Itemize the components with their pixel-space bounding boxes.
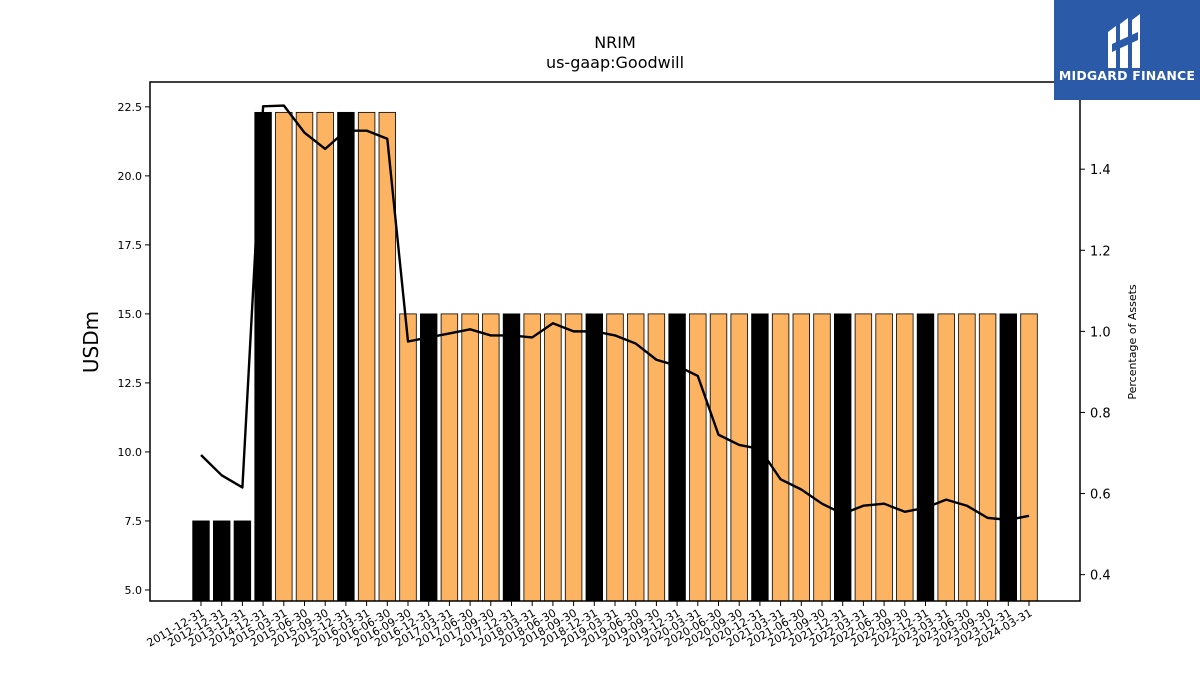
bar-2012-12-31 (212, 520, 231, 602)
bar-2024-03-31 (1020, 313, 1038, 602)
y2-tick-label-1.4: 1.4 (1090, 163, 1111, 178)
bar-2018-09-30 (564, 313, 583, 602)
bar-2015-12-31 (337, 111, 355, 602)
bar-2018-06-30 (544, 313, 562, 602)
bar-2023-09-30 (978, 313, 997, 602)
y2-tick-label-0.8: 0.8 (1090, 406, 1111, 421)
bar-2022-12-31 (916, 313, 935, 602)
bar-2017-03-31 (440, 313, 459, 602)
bar-2018-03-31 (523, 313, 541, 602)
bar-2020-06-30 (709, 313, 728, 602)
bar-2019-12-31 (668, 313, 686, 602)
bar-2021-12-31 (834, 313, 852, 602)
plot-area: 2011-12-312012-12-312013-12-312014-12-31… (118, 101, 1111, 650)
y-axis-label: USDm (79, 311, 103, 373)
bar-2011-12-31 (192, 520, 210, 602)
bar-2019-09-30 (647, 313, 666, 602)
bar-2022-09-30 (896, 313, 914, 602)
y-tick-label-20.0: 20.0 (118, 170, 143, 183)
chart-subtitle: us-gaap:Goodwill (546, 53, 684, 72)
y2-tick-label-0.6: 0.6 (1090, 488, 1111, 503)
bar-2016-12-31 (419, 313, 438, 602)
bar-2013-12-31 (233, 520, 252, 602)
y2-tick-label-1.2: 1.2 (1090, 244, 1111, 259)
bar-2021-09-30 (813, 313, 831, 602)
bar-2019-03-31 (606, 313, 624, 602)
pct-assets-line (200, 104, 1030, 522)
y-tick-label-10.0: 10.0 (118, 446, 143, 459)
y-tick-label-5.0: 5.0 (125, 584, 143, 597)
bar-2016-03-31 (357, 111, 376, 602)
bar-2020-09-30 (730, 313, 748, 602)
bar-2022-06-30 (875, 313, 893, 602)
bar-2015-06-30 (295, 111, 314, 602)
midgard-logo-icon (1108, 14, 1140, 68)
bar-2017-09-30 (482, 313, 500, 602)
brand-logo: MIDGARD FINANCE (1054, 0, 1200, 100)
bar-2017-12-31 (502, 313, 521, 602)
brand-name: MIDGARD FINANCE (1058, 68, 1196, 83)
bar-2014-12-31 (254, 111, 272, 602)
y2-tick-label-1.0: 1.0 (1090, 325, 1111, 340)
bar-2023-03-31 (937, 313, 955, 602)
bar-2018-12-31 (585, 313, 604, 602)
y-tick-label-17.5: 17.5 (118, 239, 143, 252)
y-tick-label-7.5: 7.5 (125, 515, 143, 528)
bar-2015-03-31 (275, 111, 293, 602)
bar-2015-09-30 (316, 111, 334, 602)
bar-2021-06-30 (792, 313, 811, 602)
plot-frame (149, 81, 1081, 602)
chart-title: NRIM (594, 33, 636, 52)
y2-axis-label: Percentage of Assets (1126, 284, 1139, 400)
bar-2016-09-30 (399, 313, 417, 602)
y2-tick-label-0.4: 0.4 (1090, 569, 1111, 584)
y-tick-label-15.0: 15.0 (118, 308, 143, 321)
bar-2017-06-30 (461, 313, 479, 602)
bar-2023-06-30 (958, 313, 976, 602)
bar-2019-06-30 (627, 313, 645, 602)
y-tick-label-12.5: 12.5 (118, 377, 143, 390)
bar-2023-12-31 (999, 313, 1018, 602)
bar-2022-03-31 (854, 313, 873, 602)
y-tick-label-22.5: 22.5 (118, 101, 143, 114)
bar-2021-03-31 (771, 313, 790, 602)
bar-2020-03-31 (689, 313, 707, 602)
